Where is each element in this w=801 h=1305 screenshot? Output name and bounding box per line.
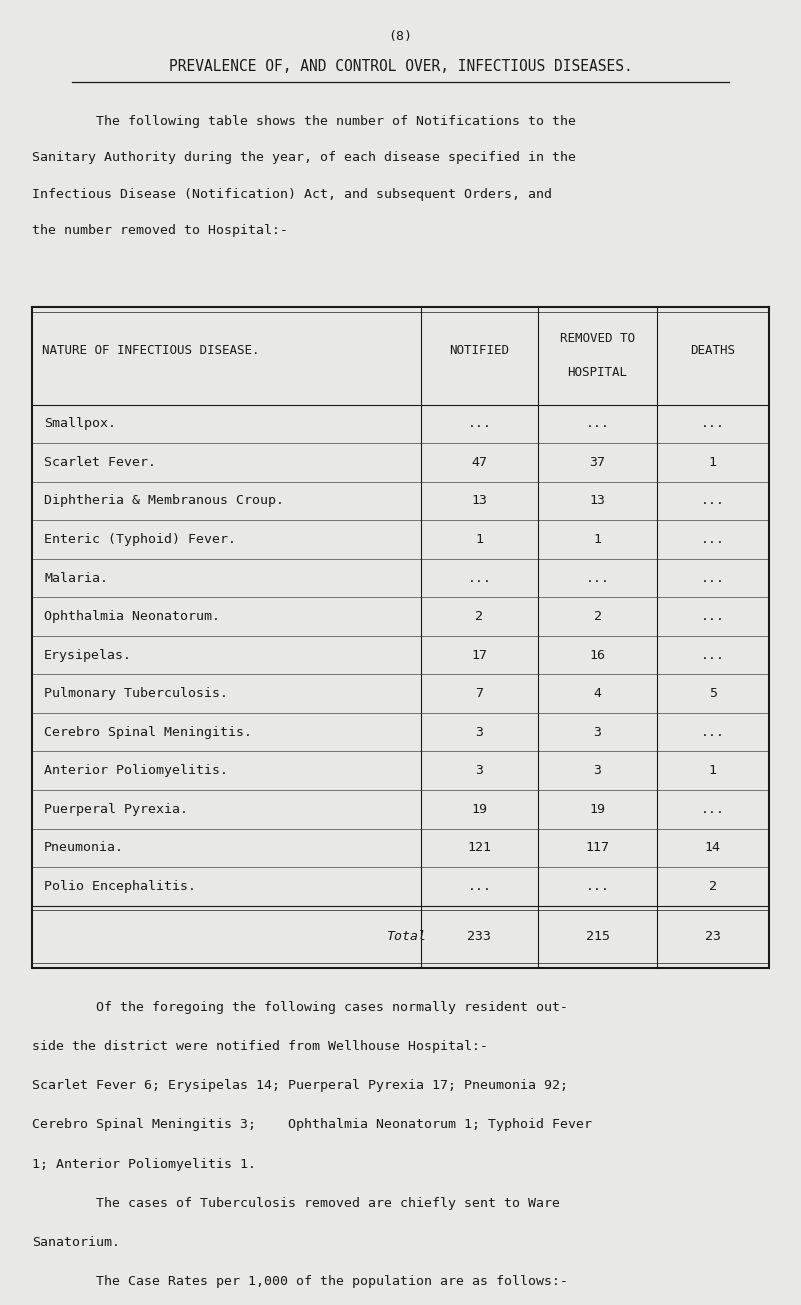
Text: 3: 3 (476, 726, 483, 739)
Text: Scarlet Fever 6; Erysipelas 14; Puerperal Pyrexia 17; Pneumonia 92;: Scarlet Fever 6; Erysipelas 14; Puerpera… (32, 1079, 568, 1092)
Text: ...: ... (468, 572, 491, 585)
Text: Sanitary Authority during the year, of each disease specified in the: Sanitary Authority during the year, of e… (32, 151, 576, 164)
Text: 3: 3 (594, 765, 602, 778)
Text: 3: 3 (594, 726, 602, 739)
Text: Smallpox.: Smallpox. (44, 418, 116, 431)
Text: Puerperal Pyrexia.: Puerperal Pyrexia. (44, 803, 188, 816)
Text: 1: 1 (709, 455, 717, 468)
Text: 233: 233 (468, 930, 491, 944)
Text: Ophthalmia Neonatorum.: Ophthalmia Neonatorum. (44, 609, 220, 622)
Text: 7: 7 (476, 688, 483, 701)
Text: ...: ... (586, 418, 610, 431)
Text: 17: 17 (472, 649, 487, 662)
Text: ...: ... (468, 880, 491, 893)
Text: ...: ... (701, 532, 725, 545)
Text: HOSPITAL: HOSPITAL (568, 367, 627, 378)
Text: Sanatorium.: Sanatorium. (32, 1236, 120, 1249)
Text: 5: 5 (709, 688, 717, 701)
Text: (8): (8) (388, 30, 413, 43)
Text: PREVALENCE OF, AND CONTROL OVER, INFECTIOUS DISEASES.: PREVALENCE OF, AND CONTROL OVER, INFECTI… (169, 59, 632, 73)
Text: 4: 4 (594, 688, 602, 701)
Text: Cerebro Spinal Meningitis.: Cerebro Spinal Meningitis. (44, 726, 252, 739)
Text: 37: 37 (590, 455, 606, 468)
Text: the number removed to Hospital:-: the number removed to Hospital:- (32, 224, 288, 238)
Text: 2: 2 (594, 609, 602, 622)
Text: 1; Anterior Poliomyelitis 1.: 1; Anterior Poliomyelitis 1. (32, 1158, 256, 1171)
Text: ...: ... (701, 649, 725, 662)
Text: Pulmonary Tuberculosis.: Pulmonary Tuberculosis. (44, 688, 228, 701)
Text: Enteric (Typhoid) Fever.: Enteric (Typhoid) Fever. (44, 532, 236, 545)
Text: ...: ... (586, 572, 610, 585)
Text: 14: 14 (705, 842, 721, 855)
Text: Anterior Poliomyelitis.: Anterior Poliomyelitis. (44, 765, 228, 778)
Text: NOTIFIED: NOTIFIED (449, 345, 509, 356)
Text: ...: ... (701, 572, 725, 585)
Text: ...: ... (701, 609, 725, 622)
Text: 2: 2 (476, 609, 483, 622)
Text: The Case Rates per 1,000 of the population are as follows:-: The Case Rates per 1,000 of the populati… (32, 1275, 568, 1288)
Text: Scarlet Fever.: Scarlet Fever. (44, 455, 156, 468)
Text: Of the foregoing the following cases normally resident out-: Of the foregoing the following cases nor… (32, 1001, 568, 1014)
Text: 117: 117 (586, 842, 610, 855)
Text: Total: Total (388, 930, 427, 944)
Text: ...: ... (701, 495, 725, 508)
Text: Erysipelas.: Erysipelas. (44, 649, 132, 662)
Text: 121: 121 (468, 842, 491, 855)
Text: DEATHS: DEATHS (690, 345, 735, 356)
Text: 1: 1 (709, 765, 717, 778)
Text: The cases of Tuberculosis removed are chiefly sent to Ware: The cases of Tuberculosis removed are ch… (32, 1197, 560, 1210)
Text: Cerebro Spinal Meningitis 3;    Ophthalmia Neonatorum 1; Typhoid Fever: Cerebro Spinal Meningitis 3; Ophthalmia … (32, 1118, 592, 1131)
Text: ...: ... (586, 880, 610, 893)
Text: Pneumonia.: Pneumonia. (44, 842, 124, 855)
Text: 13: 13 (590, 495, 606, 508)
Text: 13: 13 (472, 495, 487, 508)
Text: side the district were notified from Wellhouse Hospital:-: side the district were notified from Wel… (32, 1040, 488, 1053)
Text: The following table shows the number of Notifications to the: The following table shows the number of … (32, 115, 576, 128)
Text: 215: 215 (586, 930, 610, 944)
Text: 2: 2 (709, 880, 717, 893)
Text: 1: 1 (594, 532, 602, 545)
Text: 3: 3 (476, 765, 483, 778)
Text: Polio Encephalitis.: Polio Encephalitis. (44, 880, 196, 893)
Text: REMOVED TO: REMOVED TO (560, 333, 635, 345)
Text: Malaria.: Malaria. (44, 572, 108, 585)
Text: 19: 19 (472, 803, 487, 816)
Text: ...: ... (468, 418, 491, 431)
Text: 1: 1 (476, 532, 483, 545)
Text: 16: 16 (590, 649, 606, 662)
Text: ...: ... (701, 803, 725, 816)
Text: ...: ... (701, 418, 725, 431)
Text: Infectious Disease (Notification) Act, and subsequent Orders, and: Infectious Disease (Notification) Act, a… (32, 188, 552, 201)
Text: Diphtheria & Membranous Croup.: Diphtheria & Membranous Croup. (44, 495, 284, 508)
Text: 19: 19 (590, 803, 606, 816)
Text: 23: 23 (705, 930, 721, 944)
Text: ...: ... (701, 726, 725, 739)
Text: 47: 47 (472, 455, 487, 468)
Text: NATURE OF INFECTIOUS DISEASE.: NATURE OF INFECTIOUS DISEASE. (42, 345, 260, 356)
